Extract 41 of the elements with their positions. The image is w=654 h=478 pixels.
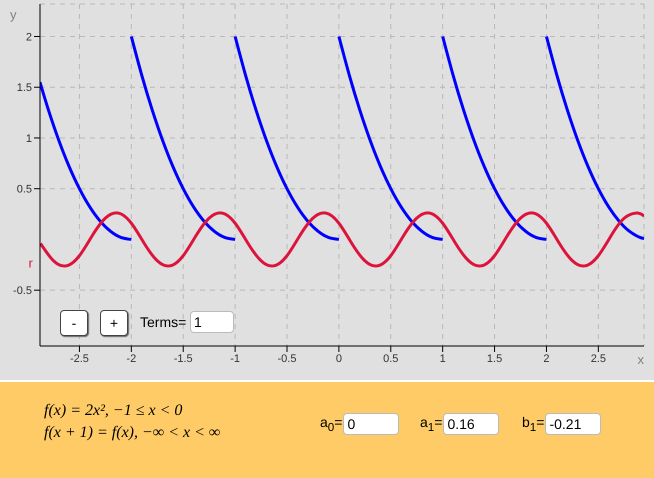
line-series [234, 34, 340, 241]
x-axis-title: x [638, 352, 644, 367]
minus-button: - [60, 310, 88, 336]
x-tick-label: 1 [440, 352, 446, 365]
x-tick-label: 2.5 [590, 352, 606, 365]
value-field: 0 [343, 413, 400, 435]
line-series [40, 211, 644, 268]
y-tick-label: -0.5 [13, 285, 32, 298]
series-label: r [28, 256, 34, 270]
line-series [337, 34, 444, 241]
y-tick-label: 0.5 [16, 184, 32, 196]
value-field: 0.16 [443, 413, 500, 435]
plus-button: + [100, 310, 128, 336]
x-tick-label: 1.5 [486, 352, 502, 365]
y-tick-label: 1 [26, 132, 32, 145]
annotation: + [110, 315, 118, 331]
annotation: 1 [194, 314, 202, 330]
line-series [441, 34, 548, 241]
text: a$_{1}$= [420, 414, 442, 434]
text: f(x + 1) = f(x), −∞ < x < ∞ [44, 424, 220, 441]
line-series [130, 34, 237, 241]
x-tick-label: -1 [230, 352, 240, 365]
x-tick-label: 0 [336, 352, 342, 365]
x-tick-label: -2 [126, 352, 136, 365]
text: a$_{0}$= [320, 414, 342, 434]
x-tick-label: -1.5 [174, 352, 193, 365]
annotation: Terms= [140, 314, 186, 330]
text: f(x) = 2x², −1 ≤ x < 0 [44, 402, 182, 419]
y-tick-label: 1.5 [16, 82, 32, 94]
y-tick-label: 2 [26, 31, 32, 44]
x-tick-label: 2 [543, 352, 550, 365]
x-tick-label: 0.5 [383, 352, 398, 365]
annotation: - [72, 315, 76, 331]
x-tick-label: -0.5 [278, 352, 296, 365]
terms-field: 1 [190, 311, 234, 333]
value-field: -0.21 [545, 413, 602, 435]
text: b$_{1}$= [522, 414, 544, 434]
x-tick-label: -2.5 [70, 352, 89, 365]
y-axis-title: y [10, 7, 17, 22]
line-series [40, 80, 133, 241]
line-series [544, 34, 644, 240]
